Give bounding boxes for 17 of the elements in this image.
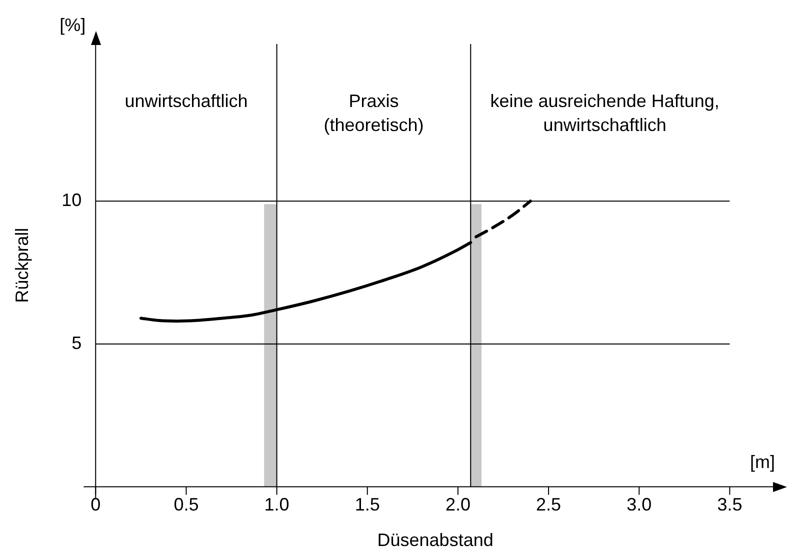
annotation: unwirtschaftlich bbox=[124, 90, 248, 111]
x-tick-label: 1.0 bbox=[264, 494, 290, 515]
x-tick-label: 1.5 bbox=[354, 494, 380, 515]
y-axis-title: Rückprall bbox=[12, 228, 32, 303]
annotation: Praxis (theoretisch) bbox=[324, 90, 424, 135]
x-tick-label: 2.0 bbox=[445, 494, 470, 515]
x-tick-label: 2.5 bbox=[536, 494, 562, 515]
x-tick-label: 3.5 bbox=[717, 494, 742, 515]
y-tick-label: 10 bbox=[62, 190, 82, 210]
annotation: keine ausreichende Haftung, unwirtschaftlich bbox=[490, 90, 720, 135]
x-axis-title: Düsenabstand bbox=[377, 530, 494, 550]
text: [%] bbox=[60, 14, 86, 35]
x-tick-label: 0.5 bbox=[174, 494, 199, 515]
x-tick-label: 3.0 bbox=[626, 494, 652, 515]
annotation: [m] bbox=[750, 452, 775, 472]
y-tick-label: 5 bbox=[72, 332, 82, 353]
x-tick-label: 0 bbox=[90, 494, 101, 515]
